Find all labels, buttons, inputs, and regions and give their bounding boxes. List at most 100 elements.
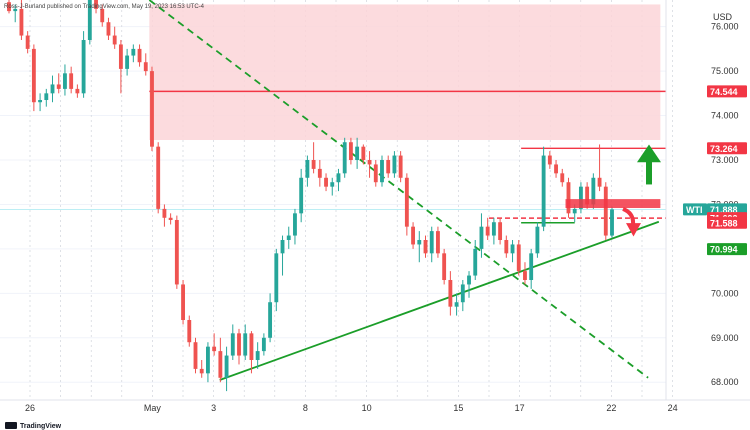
candle <box>603 182 608 240</box>
price-tags: 74.54473.264WTI71.88806:1271.69271.58870… <box>683 85 747 256</box>
candle-body <box>411 226 415 245</box>
candle-body <box>125 55 130 69</box>
candle-body <box>156 146 161 209</box>
candle <box>261 333 266 356</box>
candle <box>268 293 273 343</box>
candle <box>311 142 316 174</box>
time-tick-label: 24 <box>668 403 678 413</box>
time-tick-label: 10 <box>362 403 372 413</box>
candle <box>274 248 279 312</box>
candle-body <box>224 355 229 378</box>
candle <box>131 44 136 63</box>
candle-body <box>491 222 496 236</box>
candle-body <box>137 48 142 63</box>
candle-body <box>56 84 61 89</box>
candle-body <box>348 142 353 160</box>
candle-body <box>249 333 254 360</box>
candle-body <box>516 244 521 272</box>
candle <box>13 4 18 23</box>
candle-body <box>100 8 105 23</box>
candle-body <box>324 177 328 187</box>
candle <box>330 177 335 196</box>
candle-body <box>69 73 74 89</box>
time-axis[interactable]: 26 May 3 8 10 15 17 22 24 <box>25 403 678 413</box>
candle <box>181 280 185 325</box>
time-tick-label: 26 <box>25 403 35 413</box>
candle <box>199 360 204 378</box>
price-tick-label: 68.000 <box>711 377 739 387</box>
horizontal-levels <box>0 90 666 224</box>
candle-body <box>485 226 490 236</box>
price-tick-label: 76.000 <box>711 22 739 32</box>
candle <box>392 151 397 178</box>
candle-body <box>31 48 36 103</box>
candle <box>361 144 366 165</box>
candle <box>510 240 515 263</box>
symbol-tag-text: WTI <box>686 205 703 215</box>
candle-body <box>212 346 217 352</box>
candle-body <box>50 84 55 94</box>
candle-body <box>230 333 235 356</box>
candle <box>137 44 142 67</box>
candle <box>63 64 67 96</box>
candle-body <box>286 235 291 240</box>
candle-body <box>293 213 297 236</box>
tradingview-logo[interactable]: TradingView <box>5 422 62 430</box>
candle <box>541 146 546 232</box>
candle-body <box>206 346 210 374</box>
price-tag-text: 73.264 <box>710 144 738 154</box>
price-tag <box>707 243 747 256</box>
candle <box>578 182 583 214</box>
time-tick-label: May <box>144 403 162 413</box>
candle <box>50 75 55 103</box>
candle <box>100 4 105 27</box>
candle <box>112 26 117 49</box>
candle <box>218 337 223 383</box>
resistance-zone <box>149 4 661 141</box>
candle-body <box>429 231 434 254</box>
candle <box>324 173 328 192</box>
candle <box>212 333 217 356</box>
candle-body <box>603 186 608 236</box>
candle <box>504 235 509 258</box>
candle <box>348 137 353 165</box>
candle <box>280 235 285 276</box>
candle <box>305 155 310 187</box>
candle <box>560 168 565 187</box>
bullish-arrow-icon <box>637 144 661 163</box>
candle <box>454 293 459 316</box>
candle-body <box>535 226 540 254</box>
candle <box>417 231 422 263</box>
candle-body <box>299 177 304 214</box>
candle <box>597 144 602 192</box>
candle-body <box>585 186 590 205</box>
candle <box>69 66 74 94</box>
candle-body <box>330 182 335 187</box>
time-tick-label: 15 <box>453 403 463 413</box>
candle-body <box>597 177 602 187</box>
candle-body <box>510 244 515 254</box>
candle-body <box>162 208 167 218</box>
candle <box>25 31 30 54</box>
candle <box>94 0 98 14</box>
candle <box>554 160 558 178</box>
drawing-annotations <box>565 144 661 237</box>
candle-body <box>541 155 546 227</box>
candle-body <box>44 93 49 100</box>
tradingview-logo-text: TradingView <box>20 423 62 430</box>
candle-body <box>150 71 154 147</box>
candle-body <box>547 155 552 165</box>
candle-body <box>373 164 378 183</box>
candle-body <box>367 160 372 165</box>
candle-body <box>386 160 391 174</box>
candle <box>75 84 80 98</box>
candle <box>7 0 11 14</box>
candle <box>498 217 503 245</box>
candle-body <box>417 240 422 245</box>
candle-body <box>523 271 527 280</box>
candle <box>566 177 571 218</box>
candle <box>44 88 49 107</box>
candle-body <box>398 155 403 178</box>
sell-zone-box <box>565 199 661 208</box>
